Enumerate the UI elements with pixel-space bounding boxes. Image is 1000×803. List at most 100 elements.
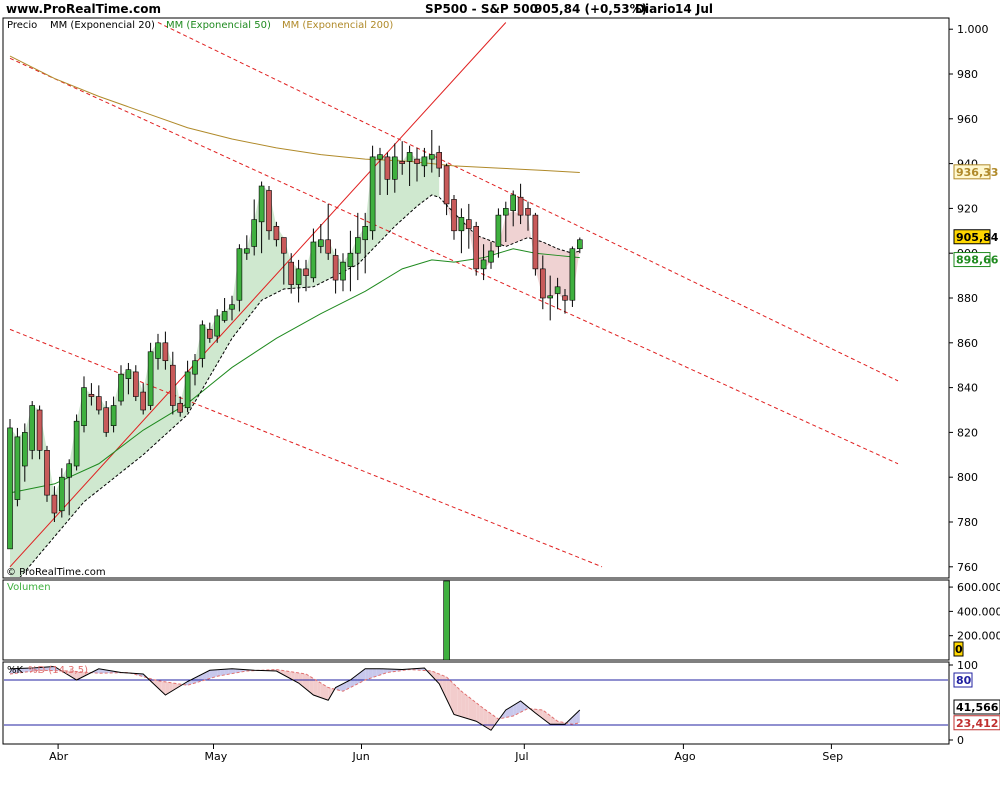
candle[interactable] xyxy=(570,246,575,306)
candle-body xyxy=(111,406,116,426)
legend-ema50: MM (Exponencial 50) xyxy=(166,20,271,31)
candle[interactable] xyxy=(15,428,20,506)
price-tick-label: 880 xyxy=(957,292,978,305)
candle-body xyxy=(548,296,553,298)
candle[interactable] xyxy=(533,213,538,276)
candle-body xyxy=(289,262,294,284)
candle-body xyxy=(415,159,420,163)
tag-last: 905,84 xyxy=(956,231,999,244)
instrument-name: SP500 - S&P 500 xyxy=(425,2,538,16)
candle-body xyxy=(555,287,560,294)
candle-body xyxy=(104,408,109,433)
candle[interactable] xyxy=(74,414,79,470)
candle-body xyxy=(170,365,175,405)
candle-body xyxy=(511,195,516,211)
candle-body xyxy=(385,157,390,179)
osc-fill xyxy=(365,669,369,680)
candle-body xyxy=(133,372,138,397)
candle-body xyxy=(459,217,464,230)
candle-body xyxy=(348,253,353,266)
osc-fill xyxy=(228,669,232,675)
price-panel[interactable] xyxy=(3,18,949,578)
candle-body xyxy=(429,155,434,159)
candle[interactable] xyxy=(30,401,35,459)
month-label: Sep xyxy=(822,750,843,763)
candle-body xyxy=(363,226,368,239)
volume-label: Volumen xyxy=(7,582,51,593)
candle-body xyxy=(281,238,286,254)
osc-fill xyxy=(476,703,480,724)
volume-panel[interactable] xyxy=(3,580,949,660)
candle-body xyxy=(119,374,124,401)
candle-body xyxy=(96,397,101,410)
candle-body xyxy=(304,269,309,276)
candle-body xyxy=(59,477,64,511)
candle-body xyxy=(489,251,494,262)
candle-body xyxy=(526,208,531,215)
candle-body xyxy=(392,157,397,179)
candle-body xyxy=(185,372,190,408)
candle-body xyxy=(222,311,227,320)
candle-body xyxy=(8,428,13,549)
date-label: 14 Jul xyxy=(675,2,713,16)
osc-fill xyxy=(461,691,465,718)
candle-body xyxy=(37,410,42,450)
osc-fill xyxy=(480,706,484,726)
candle-body xyxy=(67,464,72,477)
candle-body xyxy=(570,249,575,301)
site-title[interactable]: www.ProRealTime.com xyxy=(6,2,161,16)
price-tick-label: 980 xyxy=(957,68,978,81)
candle-body xyxy=(193,361,198,374)
osc-fill xyxy=(454,684,458,716)
candle-body xyxy=(148,352,153,406)
candle-body xyxy=(82,388,87,426)
volume-layer xyxy=(444,581,450,660)
candle-body xyxy=(267,190,272,230)
candle-body xyxy=(326,240,331,253)
candle[interactable] xyxy=(8,419,13,549)
osc-fill xyxy=(465,694,469,719)
candle-body xyxy=(533,215,538,269)
candle-body xyxy=(15,437,20,500)
osc-tag-k: 41,566 xyxy=(956,701,999,714)
month-label: Jul xyxy=(514,750,528,763)
candle-body xyxy=(178,403,183,412)
legend-ema20: MM (Exponencial 20) xyxy=(50,20,155,31)
price-tick-label: 840 xyxy=(957,382,978,395)
candle-body xyxy=(563,296,568,300)
osc-tick-label: 100 xyxy=(957,659,978,672)
candle[interactable] xyxy=(45,446,50,502)
osc-tag-d: 23,412 xyxy=(956,717,998,730)
candle-body xyxy=(444,166,449,204)
candle-body xyxy=(237,249,242,301)
candle-body xyxy=(481,260,486,269)
candle-body xyxy=(252,220,257,247)
candle-body xyxy=(45,450,50,495)
candle-body xyxy=(518,197,523,215)
month-label: Ago xyxy=(674,750,696,763)
candle-body xyxy=(274,226,279,239)
volume-bar[interactable] xyxy=(444,581,450,660)
candle[interactable] xyxy=(474,222,479,276)
tag-ema50: 898,66 xyxy=(956,254,999,267)
candle[interactable] xyxy=(148,343,153,410)
candle-body xyxy=(200,325,205,359)
candle-body xyxy=(407,152,412,161)
volume-tag: 0 xyxy=(955,643,963,656)
candle[interactable] xyxy=(370,146,375,240)
candle-body xyxy=(318,240,323,247)
last-price-change: 905,84 (+0,53%) xyxy=(534,2,647,16)
osc-fill xyxy=(217,670,221,677)
candle-body xyxy=(437,152,442,168)
candle-body xyxy=(341,262,346,280)
osc-label-k: %K xyxy=(7,665,24,676)
candle-body xyxy=(422,157,427,166)
candle-body xyxy=(400,161,405,163)
osc-fill xyxy=(487,711,491,730)
month-label: Jun xyxy=(352,750,370,763)
candle-body xyxy=(311,242,316,278)
watermark: © ProRealTime.com xyxy=(6,567,106,578)
legend-ema200: MM (Exponencial 200) xyxy=(282,20,393,31)
